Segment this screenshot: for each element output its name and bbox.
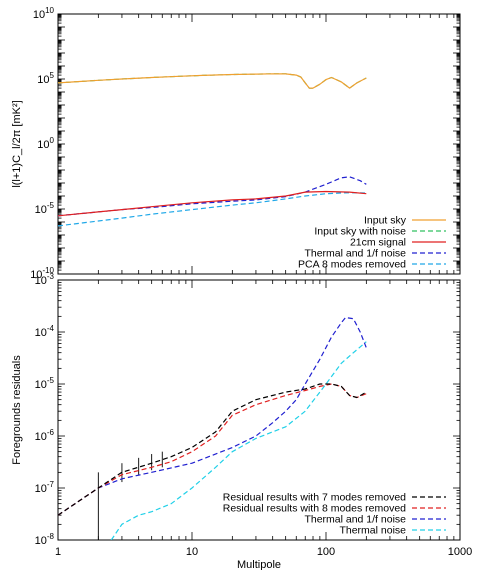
legend-label: Residual results with 8 modes removed [223, 503, 406, 515]
y-tick-label: 10-6 [35, 428, 55, 443]
legend-label: Residual results with 7 modes removed [223, 492, 406, 504]
x-tick-label: 10 [186, 546, 198, 558]
legend-label: Thermal and 1/f noise [304, 248, 406, 260]
y-tick-label: 105 [37, 71, 54, 86]
x-tick-label: 1000 [448, 546, 472, 558]
tick-exponent: -8 [47, 532, 55, 541]
y-tick-label: 10-8 [35, 532, 55, 547]
tick-exponent: -5 [47, 376, 55, 385]
y-tick-label: 10-10 [30, 266, 54, 281]
tick-exponent: -6 [47, 428, 55, 437]
series-line [110, 341, 367, 540]
series-line [58, 190, 367, 217]
series-line [58, 383, 367, 516]
tick-exponent: -5 [47, 201, 55, 210]
plot-area [58, 73, 367, 227]
legend: Residual results with 7 modes removedRes… [223, 492, 446, 537]
tick-exponent: 0 [50, 136, 55, 145]
x-tick-label: 1 [55, 546, 61, 558]
y-tick-label: 1010 [33, 6, 55, 21]
y-axis-title: l(l+1)C_l/2π [mK²] [11, 100, 23, 187]
tick-exponent: -3 [47, 272, 55, 281]
legend-label: Thermal noise [339, 525, 406, 537]
tick-exponent: -4 [47, 324, 55, 333]
series-line [58, 73, 367, 89]
y-tick-label: 10-3 [35, 272, 55, 287]
x-tick-label: 100 [317, 546, 335, 558]
x-axis-title: Multipole [237, 559, 281, 570]
legend-label: PCA 8 modes removed [298, 259, 406, 271]
tick-exponent: -10 [42, 266, 54, 275]
bottom-panel: 10-3 10-4 10-5 10-6 10-7 10-81 10 100 1000 Foregr… [11, 272, 472, 570]
series-line [58, 176, 367, 217]
y-tick-label: 10-5 [35, 201, 55, 216]
y-tick-label: 10-7 [35, 480, 55, 495]
tick-exponent: 5 [50, 71, 55, 80]
tick-exponent: 10 [45, 6, 54, 15]
legend-label: Input sky [364, 215, 407, 227]
plot-frame [57, 279, 461, 541]
series-line [58, 316, 367, 516]
legend-label: Input sky with noise [314, 226, 406, 238]
y-tick-label: 10-5 [35, 376, 55, 391]
y-tick-label: 10-4 [35, 324, 55, 339]
y-tick-label: 100 [37, 136, 54, 151]
tick-exponent: -7 [47, 480, 55, 489]
legend-label: 21cm signal [350, 237, 406, 249]
legend-label: Thermal and 1/f noise [304, 514, 406, 526]
y-axis-title: Foregrounds residuals [11, 355, 23, 465]
series-line [58, 192, 367, 227]
plot-area [58, 316, 367, 540]
series-line [58, 73, 367, 89]
